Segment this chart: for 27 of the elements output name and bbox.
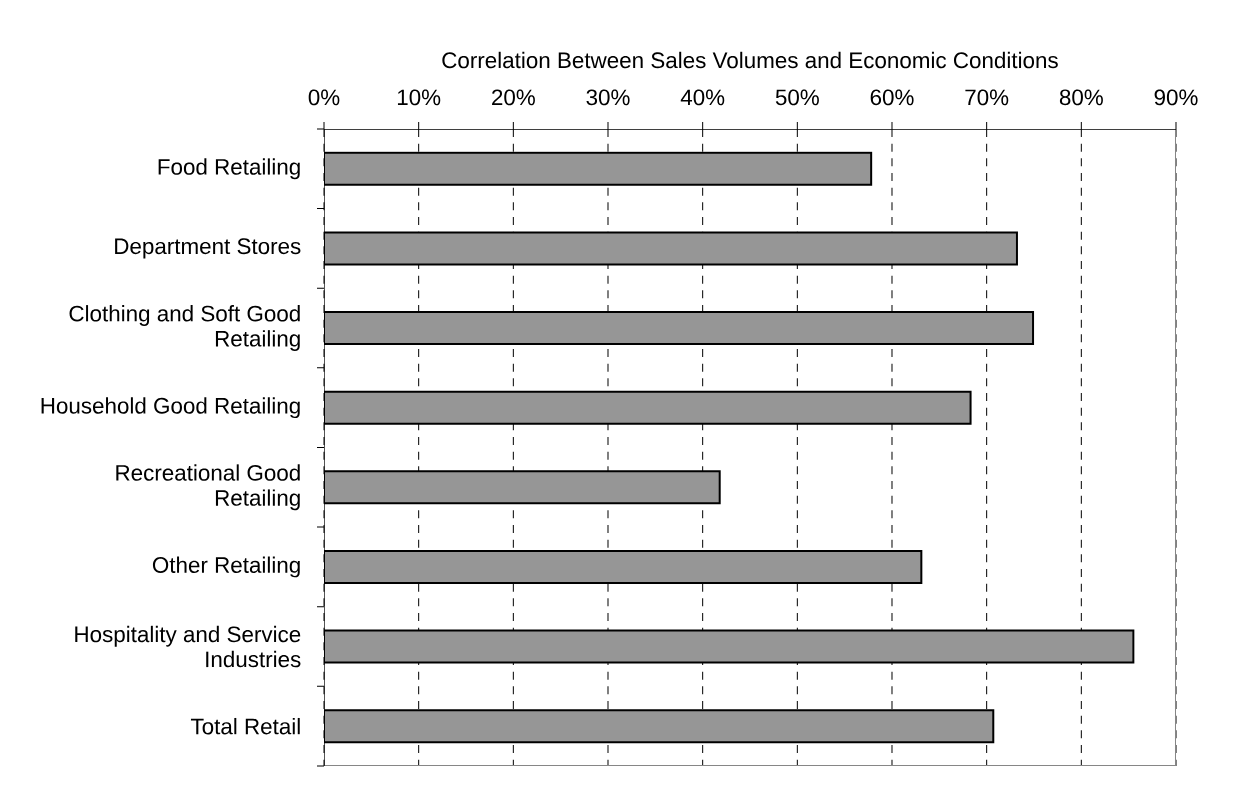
- x-tick-label: 80%: [1059, 89, 1103, 106]
- y-tick-label: Household Good Retailing: [41, 397, 300, 419]
- bar: [324, 231, 1018, 266]
- y-tick-label: Other Retailing: [152, 556, 300, 578]
- y-tick-label: Hospitality and Service Industries: [75, 625, 301, 668]
- x-tick-label: 60%: [870, 89, 914, 106]
- y-tick-label: Total Retail: [190, 717, 300, 735]
- y-tick-label: Recreational Good Retailing: [116, 464, 300, 511]
- x-tick-label: 70%: [965, 89, 1009, 106]
- bar: [324, 151, 873, 186]
- bar: [324, 629, 1135, 664]
- x-tick-label: 10%: [397, 89, 441, 106]
- x-axis-title: Correlation Between Sales Volumes and Economic Conditions: [442, 51, 1058, 69]
- x-tick-label: 90%: [1154, 89, 1198, 106]
- bar: [324, 709, 995, 744]
- x-tick-label: 40%: [680, 89, 725, 106]
- x-tick-label: 30%: [586, 89, 630, 106]
- bar: [324, 311, 1035, 346]
- y-tick-label: Food Retailing: [158, 158, 300, 180]
- bar: [324, 470, 721, 505]
- x-tick-label: 20%: [492, 89, 535, 106]
- bar: [324, 390, 972, 425]
- y-tick-label: Department Stores: [115, 238, 301, 259]
- x-tick-label: 0%: [308, 89, 340, 106]
- bar: [324, 549, 923, 584]
- y-tick-label: Clothing and Soft Good Retailing: [69, 305, 300, 352]
- x-tick-label: 50%: [775, 89, 819, 106]
